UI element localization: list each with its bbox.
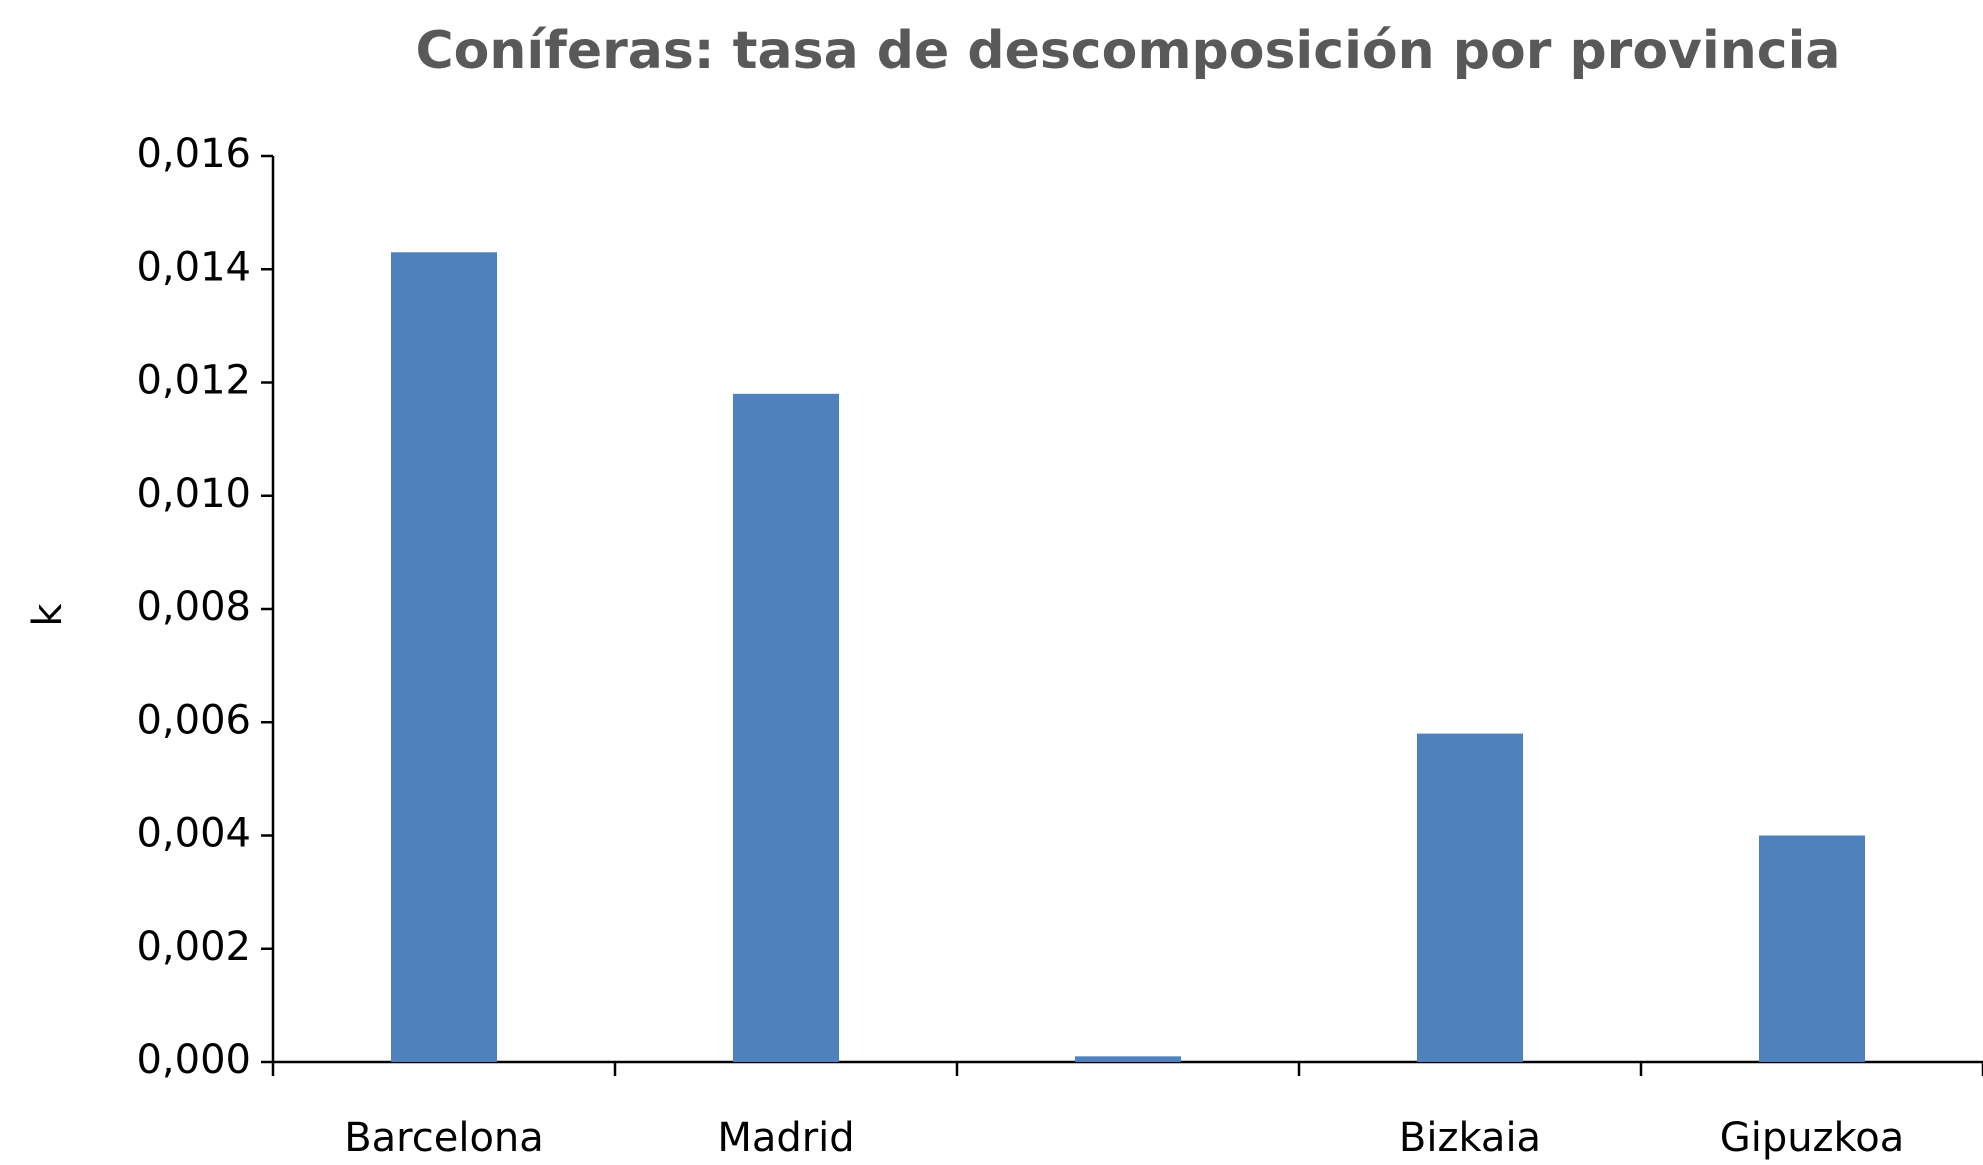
y-tick-label: 0,004	[136, 811, 251, 857]
y-tick-label: 0,006	[136, 697, 251, 743]
y-tick-label: 0,010	[136, 471, 251, 517]
y-tick-label: 0,014	[136, 244, 251, 290]
x-tick-label: Bizkaia	[1399, 1115, 1541, 1161]
bar	[1758, 835, 1866, 1062]
x-tick-label: Madrid	[717, 1115, 854, 1161]
x-tick-label: Gipuzkoa	[1720, 1115, 1905, 1161]
y-tick-label: 0,008	[136, 584, 251, 630]
bar	[1074, 1056, 1182, 1062]
bar	[732, 393, 840, 1062]
y-tick-label: 0,000	[136, 1037, 251, 1083]
y-tick-label: 0,002	[136, 924, 251, 970]
chart-title: Coníferas: tasa de descomposición por pr…	[415, 21, 1840, 81]
y-tick-label: 0,012	[136, 358, 251, 404]
x-tick-label: Barcelona	[344, 1115, 544, 1161]
bar	[390, 252, 498, 1062]
bar	[1416, 733, 1524, 1062]
y-tick-label: 0,016	[136, 131, 251, 177]
y-axis-label: k	[25, 603, 71, 627]
